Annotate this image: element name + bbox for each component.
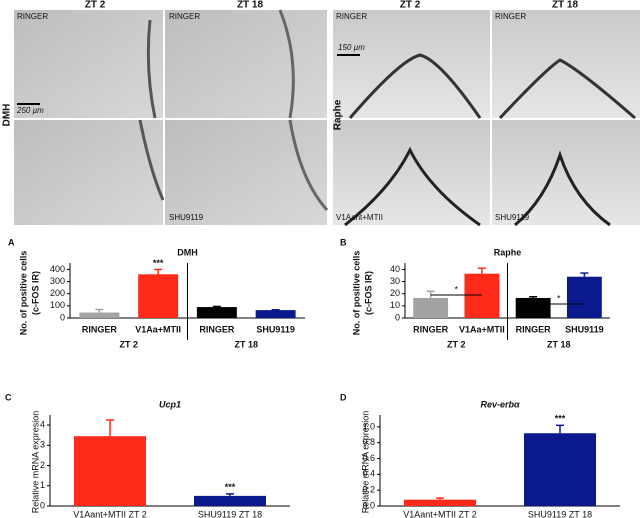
x-tick-label: RINGER [516, 324, 552, 334]
y-axis-label: No. of positive cells [351, 251, 361, 336]
chart-title: DMH [177, 247, 198, 257]
y-tick-label: 1.0 [362, 421, 375, 431]
y-tick-label: 0.8 [362, 437, 375, 447]
y-axis-label: (c-FOS IR) [363, 271, 373, 315]
y-tick-label: 40 [390, 264, 400, 274]
tissue-edge [514, 150, 611, 227]
column-header: ZT 2 [85, 0, 106, 11]
y-tick-label: 0.2 [362, 485, 375, 495]
chart-title: Raphe [494, 247, 522, 257]
y-tick-label: 30 [390, 276, 400, 286]
micrographs: ZT 2 ZT 18 ZT 2 ZT 18 DMH Raphe RINGER R… [2, 0, 640, 227]
bar [74, 436, 146, 506]
significance: * [454, 284, 458, 294]
tissue-edge [138, 19, 165, 201]
panel-label: SHU9119 [495, 213, 530, 222]
group-label: ZT 18 [234, 339, 258, 349]
y-axis-label: No. of positive cells [18, 251, 28, 336]
x-tick-label: V1Aant+MTII ZT 2 [73, 509, 147, 518]
x-tick-label: SHU9119 [565, 324, 604, 334]
chart-title: Ucp1 [159, 399, 181, 409]
chart-title: Rev-erbα [480, 399, 520, 409]
tissue-edge [278, 9, 329, 212]
y-tick-label: 400 [50, 264, 65, 274]
panel-letter: D [340, 392, 347, 402]
panel-letter: A [8, 237, 15, 247]
tissue-edge [344, 146, 481, 227]
bar [566, 276, 602, 318]
significance: * [557, 293, 561, 303]
y-tick-label: 0.6 [362, 453, 375, 463]
x-tick-label: SHU9119 ZT 18 [528, 509, 592, 518]
significance: *** [555, 414, 566, 424]
panel-label: SHU9119 [169, 213, 204, 222]
y-tick-label: 1 [40, 480, 45, 490]
x-tick-label: V1Aa+MTII [459, 324, 505, 334]
bar [79, 312, 120, 318]
x-tick-label: RINGER [199, 324, 235, 334]
image-panel [333, 10, 490, 118]
tissue-edge [348, 53, 482, 119]
image-panel [165, 10, 327, 118]
image-panel [14, 120, 163, 225]
y-tick-label: 2 [40, 460, 45, 470]
image-panel [165, 120, 327, 225]
group-label: ZT 18 [547, 339, 571, 349]
group-label: ZT 2 [447, 339, 466, 349]
y-tick-label: 0 [395, 312, 400, 322]
bar [404, 499, 476, 506]
y-tick-label: 0.4 [362, 469, 375, 479]
y-axis-label: Relative mRNA expresion [360, 411, 370, 514]
y-tick-label: 4 [40, 419, 45, 429]
y-tick-label: 200 [50, 288, 65, 298]
bar [255, 310, 296, 318]
panel-label: RINGER [336, 12, 367, 21]
scale-label: 150 µm [338, 43, 365, 52]
x-tick-label: V1Aa+MTII [135, 324, 181, 334]
bar [194, 495, 266, 506]
y-axis-label: Relative mRNA expresion [30, 411, 40, 514]
panel-letter: B [340, 237, 347, 247]
y-tick-label: 10 [390, 300, 400, 310]
x-tick-label: SHU9119 ZT 18 [198, 509, 262, 518]
bar [413, 297, 449, 318]
region-label: Raphe [333, 99, 344, 130]
bar [464, 273, 500, 318]
y-tick-label: 100 [50, 300, 65, 310]
y-tick-label: 0.0 [362, 500, 375, 510]
y-axis-label: (c-FOS IR) [30, 271, 40, 315]
region-label: DMH [2, 104, 13, 127]
y-tick-label: 20 [390, 288, 400, 298]
x-tick-label: SHU9119 [256, 324, 295, 334]
bar [524, 433, 596, 506]
y-tick-label: 0 [40, 500, 45, 510]
column-header: ZT 18 [237, 0, 264, 11]
tissue-edge [498, 58, 636, 120]
group-label: ZT 2 [119, 339, 138, 349]
x-tick-label: RINGER [413, 324, 449, 334]
panel-label: V1Aant+MTII [336, 213, 383, 222]
column-header: ZT 2 [400, 0, 421, 11]
y-tick-label: 0 [60, 312, 65, 322]
column-header: ZT 18 [552, 0, 579, 11]
panel-label: RINGER [17, 12, 48, 21]
y-tick-label: 300 [50, 276, 65, 286]
bar [196, 307, 237, 318]
x-tick-label: V1Aant+MTII ZT 2 [403, 509, 477, 518]
panel-label: RINGER [495, 12, 526, 21]
bar [515, 297, 551, 318]
image-panel [14, 10, 163, 118]
significance: *** [153, 258, 164, 268]
panel-letter: C [5, 392, 12, 402]
y-tick-label: 3 [40, 440, 45, 450]
scale-label: 250 µm [16, 106, 44, 115]
panel-label: RINGER [169, 12, 200, 21]
x-tick-label: RINGER [82, 324, 118, 334]
bar [138, 274, 179, 318]
image-panel [333, 120, 490, 225]
significance: *** [225, 482, 236, 492]
